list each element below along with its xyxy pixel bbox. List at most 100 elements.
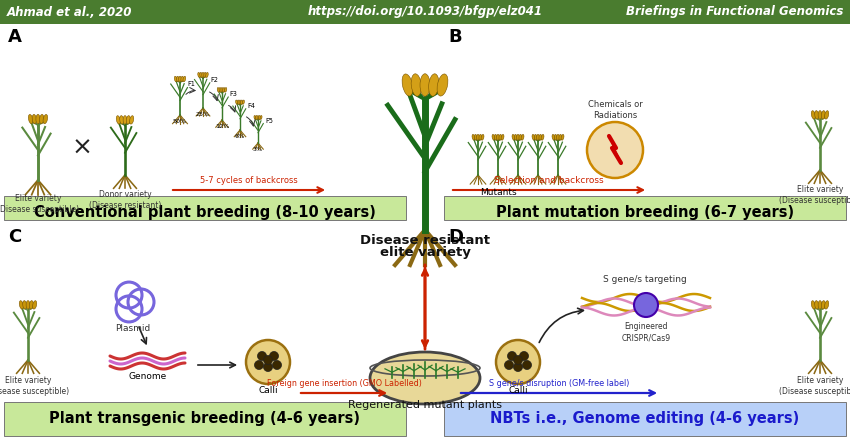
Text: elite variety: elite variety — [380, 246, 470, 259]
Text: https://doi.org/10.1093/bfgp/elz041: https://doi.org/10.1093/bfgp/elz041 — [308, 6, 542, 18]
Ellipse shape — [477, 134, 479, 140]
Text: Conventional plant breeding (8-10 years): Conventional plant breeding (8-10 years) — [34, 205, 376, 219]
Ellipse shape — [552, 134, 555, 140]
Ellipse shape — [519, 134, 522, 140]
FancyBboxPatch shape — [444, 402, 846, 436]
FancyBboxPatch shape — [4, 196, 406, 220]
Circle shape — [264, 363, 273, 371]
Text: S gene/s disruption (GM-free label): S gene/s disruption (GM-free label) — [489, 379, 629, 388]
Ellipse shape — [818, 300, 822, 309]
Ellipse shape — [181, 76, 184, 82]
Ellipse shape — [20, 301, 24, 309]
Ellipse shape — [242, 100, 245, 104]
Ellipse shape — [257, 116, 259, 120]
Ellipse shape — [811, 111, 815, 119]
Ellipse shape — [818, 111, 822, 119]
Circle shape — [246, 340, 290, 384]
Text: Disease resistant: Disease resistant — [360, 234, 490, 247]
Ellipse shape — [437, 74, 448, 96]
Text: Elite variety
(Disease susceptible): Elite variety (Disease susceptible) — [0, 376, 69, 396]
Ellipse shape — [557, 134, 559, 140]
Text: Plant transgenic breeding (4-6 years): Plant transgenic breeding (4-6 years) — [49, 410, 360, 425]
Ellipse shape — [123, 116, 127, 124]
Circle shape — [505, 360, 513, 370]
Ellipse shape — [43, 114, 48, 124]
Ellipse shape — [178, 76, 181, 82]
Ellipse shape — [512, 134, 515, 140]
Ellipse shape — [204, 72, 207, 78]
Ellipse shape — [561, 134, 564, 140]
Ellipse shape — [218, 88, 219, 92]
Ellipse shape — [224, 88, 227, 92]
Ellipse shape — [28, 114, 33, 124]
Ellipse shape — [411, 74, 422, 96]
Circle shape — [264, 356, 273, 364]
Ellipse shape — [402, 74, 413, 96]
Circle shape — [269, 352, 279, 360]
Ellipse shape — [206, 72, 208, 78]
Ellipse shape — [370, 352, 480, 404]
Ellipse shape — [26, 300, 30, 309]
Text: Elite variety
(Disease susceptible): Elite variety (Disease susceptible) — [0, 194, 79, 214]
Text: F4: F4 — [247, 103, 255, 109]
Ellipse shape — [201, 72, 204, 78]
Ellipse shape — [514, 134, 517, 140]
Ellipse shape — [221, 88, 223, 92]
Circle shape — [634, 293, 658, 317]
Ellipse shape — [824, 111, 829, 119]
Ellipse shape — [219, 88, 221, 92]
Text: Calli: Calli — [508, 386, 528, 395]
Text: Ahmad et al., 2020: Ahmad et al., 2020 — [7, 6, 133, 18]
Circle shape — [513, 363, 523, 371]
Circle shape — [254, 360, 264, 370]
Ellipse shape — [239, 100, 241, 104]
Ellipse shape — [116, 116, 121, 124]
Ellipse shape — [223, 88, 225, 92]
Circle shape — [258, 352, 267, 360]
Text: Calli: Calli — [258, 386, 278, 395]
Text: 50%: 50% — [173, 119, 187, 124]
Text: 3%: 3% — [253, 147, 263, 152]
Text: Selection and backcross: Selection and backcross — [494, 176, 604, 185]
Ellipse shape — [241, 100, 242, 104]
Ellipse shape — [420, 74, 430, 96]
Ellipse shape — [32, 114, 37, 124]
Text: F1: F1 — [187, 81, 195, 87]
Text: Plasmid: Plasmid — [116, 324, 150, 333]
Ellipse shape — [481, 134, 484, 140]
Ellipse shape — [32, 301, 37, 309]
Ellipse shape — [502, 134, 504, 140]
Ellipse shape — [811, 301, 815, 309]
Circle shape — [523, 360, 531, 370]
Ellipse shape — [36, 114, 40, 124]
Text: NBTs i.e., Genome editing (4-6 years): NBTs i.e., Genome editing (4-6 years) — [490, 410, 800, 425]
Text: B: B — [448, 28, 462, 46]
Ellipse shape — [492, 134, 495, 140]
Ellipse shape — [495, 134, 497, 140]
Ellipse shape — [815, 111, 819, 119]
Text: D: D — [448, 228, 463, 246]
Text: Donor variety
(Disease resistant): Donor variety (Disease resistant) — [88, 190, 162, 210]
Ellipse shape — [472, 134, 475, 140]
Text: Elite variety
(Disease susceptible): Elite variety (Disease susceptible) — [779, 185, 850, 205]
Text: S gene/s targeting: S gene/s targeting — [604, 276, 687, 285]
Ellipse shape — [521, 134, 524, 140]
Circle shape — [273, 360, 281, 370]
Bar — [0, 0, 850, 24]
Text: Regenerated mutant plants: Regenerated mutant plants — [348, 400, 502, 410]
Ellipse shape — [559, 134, 562, 140]
Text: A: A — [8, 28, 22, 46]
Ellipse shape — [536, 134, 539, 140]
Ellipse shape — [554, 134, 557, 140]
Ellipse shape — [254, 116, 256, 120]
Ellipse shape — [198, 72, 201, 78]
Ellipse shape — [517, 134, 519, 140]
Ellipse shape — [541, 134, 544, 140]
Text: F2: F2 — [210, 77, 218, 82]
Ellipse shape — [532, 134, 535, 140]
Text: 25%: 25% — [196, 112, 210, 117]
Ellipse shape — [815, 300, 819, 309]
Circle shape — [496, 340, 540, 384]
Ellipse shape — [40, 114, 44, 124]
Ellipse shape — [200, 72, 202, 78]
